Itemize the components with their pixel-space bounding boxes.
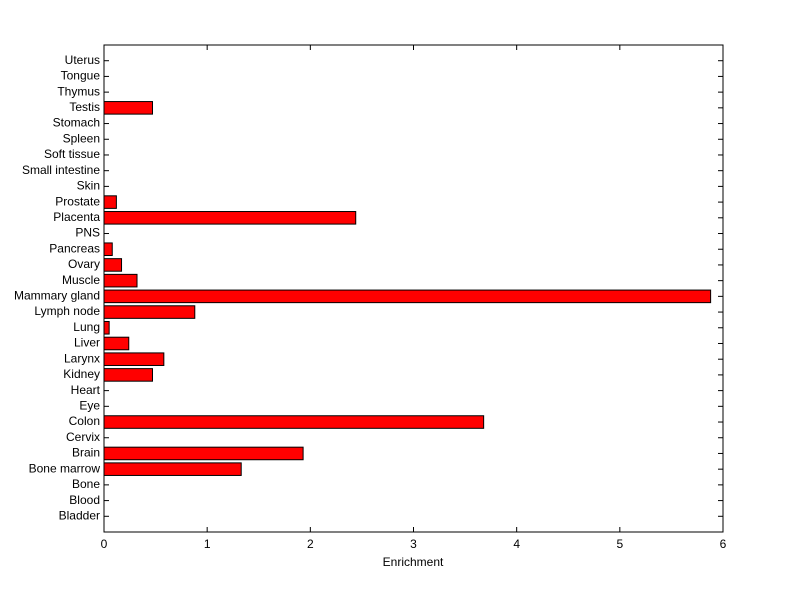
bar (103, 352, 165, 366)
bar (103, 446, 304, 461)
y-tick-label: Testis (69, 100, 100, 114)
bar (103, 462, 242, 476)
x-tick-label: 6 (720, 537, 727, 551)
bar (103, 305, 196, 319)
y-tick-label: Uterus (65, 53, 100, 67)
y-tick-label: Ovary (68, 257, 100, 271)
y-tick-label: Pancreas (49, 241, 100, 255)
y-tick-label: Small intestine (22, 163, 100, 177)
y-tick-label: PNS (75, 226, 100, 240)
y-tick-label: Liver (74, 336, 100, 350)
y-tick-label: Spleen (63, 131, 100, 145)
y-tick-label: Mammary gland (14, 289, 100, 303)
y-tick-label: Stomach (53, 116, 100, 130)
y-tick-label: Bone (72, 477, 100, 491)
bar (103, 211, 357, 225)
y-tick-label: Bone marrow (29, 461, 101, 475)
y-tick-label: Brain (72, 446, 100, 460)
y-tick-label: Heart (71, 383, 101, 397)
y-tick-label: Tongue (61, 69, 101, 83)
y-tick-label: Larynx (64, 351, 100, 365)
y-tick-label: Muscle (62, 273, 100, 287)
x-tick-label: 2 (307, 537, 314, 551)
x-tick-label: 5 (616, 537, 623, 551)
y-tick-label: Soft tissue (44, 147, 100, 161)
x-tick-label: 1 (204, 537, 211, 551)
x-axis-label: Enrichment (383, 555, 444, 569)
bar (103, 273, 138, 288)
bar (103, 415, 485, 429)
y-tick-label: Lymph node (34, 304, 100, 318)
y-tick-label: Blood (69, 493, 100, 507)
y-tick-label: Placenta (53, 210, 100, 224)
bar (103, 101, 153, 115)
bar (103, 242, 113, 257)
y-tick-label: Thymus (57, 84, 100, 98)
y-tick-label: Prostate (55, 194, 100, 208)
bar (103, 289, 712, 304)
x-tick-label: 0 (101, 537, 108, 551)
y-tick-label: Bladder (59, 508, 100, 522)
bar (103, 368, 153, 382)
y-tick-label: Lung (73, 320, 100, 334)
y-tick-label: Eye (79, 398, 100, 412)
bar (103, 320, 110, 335)
y-tick-label: Cervix (66, 430, 100, 444)
bar (103, 336, 130, 351)
bar (103, 195, 117, 209)
x-tick-label: 3 (410, 537, 417, 551)
y-tick-label: Kidney (63, 367, 100, 381)
bar (103, 258, 123, 272)
y-tick-label: Colon (69, 414, 100, 428)
x-tick-label: 4 (513, 537, 520, 551)
y-tick-label: Skin (77, 179, 100, 193)
